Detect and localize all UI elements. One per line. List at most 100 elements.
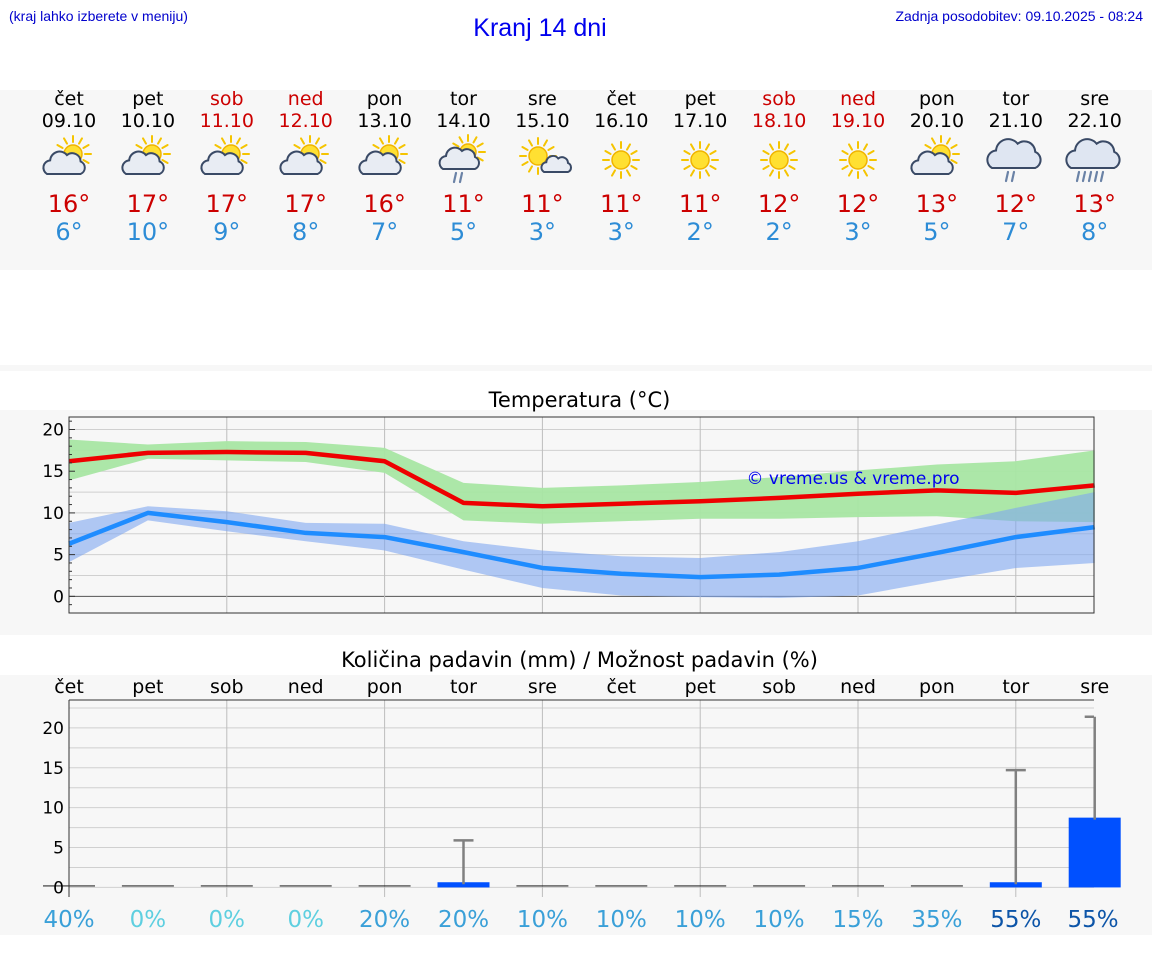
max-temp-band xyxy=(69,439,1095,524)
temp-max: 11° xyxy=(442,190,485,218)
sun-icon xyxy=(760,141,799,179)
sun-cloud-icon xyxy=(910,135,960,175)
cloud-rain-icon xyxy=(986,138,1042,183)
day-column: ned 19.10 12° 3° xyxy=(819,88,897,246)
plot-frame xyxy=(68,416,1095,614)
day-name: pet xyxy=(684,88,716,110)
sun-cloud-rain-icon xyxy=(438,134,486,184)
precip-probability: 55% xyxy=(990,907,1041,933)
temp-min: 5° xyxy=(449,218,478,246)
day-column: sob 18.10 12° 2° xyxy=(740,88,818,246)
precip-probability: 35% xyxy=(911,907,962,933)
day-date: 12.10 xyxy=(278,110,333,132)
precip-bar xyxy=(595,885,648,887)
temp-max: 12° xyxy=(836,190,880,218)
day-date: 10.10 xyxy=(120,110,176,132)
temp-max: 11° xyxy=(521,190,564,218)
temp-min: 10° xyxy=(126,218,170,246)
day-date: 19.10 xyxy=(830,110,886,132)
sun-cloud-icon xyxy=(42,135,92,175)
day-name: ned xyxy=(840,88,876,110)
precipitation-title: Količina padavin (mm) / Možnost padavin … xyxy=(341,648,818,672)
temp-max: 12° xyxy=(994,190,1038,218)
precip-bar xyxy=(832,885,884,887)
temp-max: 11° xyxy=(678,190,722,218)
precip-bar xyxy=(516,885,569,887)
temp-min: 8° xyxy=(1081,218,1109,246)
day-column: čet 16.10 11° 3° xyxy=(582,88,660,246)
day-date: 20.10 xyxy=(909,110,965,132)
day-date: 17.10 xyxy=(672,110,728,132)
precip-probability: 10% xyxy=(754,907,805,933)
y-tick-label: 15 xyxy=(42,462,64,482)
precip-probability: 20% xyxy=(438,907,489,933)
watermark: © vreme.us & vreme.pro xyxy=(746,469,959,489)
precip-probability: 0% xyxy=(209,907,246,933)
day-column: pet 10.10 17° 10° xyxy=(109,88,187,246)
day-date: 21.10 xyxy=(988,110,1043,132)
precip-probability: 0% xyxy=(130,907,167,933)
day-name: tor xyxy=(1002,88,1030,110)
temp-max: 16° xyxy=(363,190,406,218)
y-tick-label: 15 xyxy=(42,759,64,779)
day-name: ned xyxy=(287,88,324,110)
day-column: tor 14.10 11° 5° xyxy=(425,88,503,246)
temp-max: 11° xyxy=(600,190,643,218)
day-column: ned 12.10 17° 8° xyxy=(267,88,345,246)
day-column: čet 09.10 16° 6° xyxy=(30,88,108,246)
day-name: pon xyxy=(919,88,955,110)
precip-day-label: sre xyxy=(1080,676,1109,698)
day-column: sre 15.10 11° 3° xyxy=(503,88,581,246)
temp-min: 5° xyxy=(923,218,951,246)
precipitation-chart: čet pet sob ned pon tor sre čet pet sob ned pon tor s… xyxy=(42,676,1121,933)
precip-day-label: čet xyxy=(54,676,84,698)
precip-day-label: sre xyxy=(528,676,557,698)
temperature-chart: 0 5 10 15 20 © vreme.us & vreme.pro xyxy=(42,416,1095,614)
precip-day-label: čet xyxy=(607,676,637,698)
precip-probability: 10% xyxy=(675,907,726,933)
temp-min: 3° xyxy=(607,218,635,246)
temp-min: 7° xyxy=(1002,218,1030,246)
day-name: sre xyxy=(527,88,557,110)
precip-bar xyxy=(121,885,174,887)
temp-max: 17° xyxy=(126,190,170,218)
sun-cloud-icon xyxy=(279,135,329,175)
cloud-heavy-rain-icon xyxy=(1065,138,1121,183)
day-column: tor 21.10 12° 7° xyxy=(977,88,1055,246)
day-name: čet xyxy=(54,88,84,110)
temp-min: 6° xyxy=(55,218,83,246)
precip-day-label: pet xyxy=(132,676,163,698)
temp-min: 8° xyxy=(292,218,320,246)
temp-max: 13° xyxy=(915,190,959,218)
day-name: pon xyxy=(366,88,403,110)
min-temp-line xyxy=(68,510,1095,580)
sun-cloud-icon xyxy=(200,135,250,175)
precip-bar xyxy=(358,885,411,887)
precip-day-label: tor xyxy=(450,676,477,698)
day-date: 09.10 xyxy=(41,110,97,132)
temp-max: 17° xyxy=(284,190,327,218)
day-date: 18.10 xyxy=(751,110,807,132)
sun-cloud-icon xyxy=(121,135,171,175)
location-hint[interactable]: (kraj lahko izberete v meniju) xyxy=(9,8,188,24)
precip-day-label: ned xyxy=(288,676,324,698)
day-date: 13.10 xyxy=(357,110,412,132)
day-column: pet 17.10 11° 2° xyxy=(661,88,739,246)
separator-band xyxy=(0,365,1152,371)
page-title: Kranj 14 dni xyxy=(473,14,607,42)
y-tick-label: 20 xyxy=(42,719,64,739)
y-tick-label: 5 xyxy=(53,839,64,859)
temp-min: 7° xyxy=(370,218,399,246)
precip-probability: 55% xyxy=(1067,907,1118,933)
day-column: sre 22.10 13° 8° xyxy=(1056,88,1134,246)
temp-min: 3° xyxy=(844,218,872,246)
day-name: sob xyxy=(762,88,796,110)
precip-day-label: pon xyxy=(919,676,955,698)
day-date: 14.10 xyxy=(436,110,491,132)
day-name: sob xyxy=(210,88,244,110)
y-tick-label: 5 xyxy=(53,546,64,566)
day-name: pet xyxy=(132,88,164,110)
precip-bar xyxy=(279,885,332,887)
plot-area xyxy=(69,700,1094,897)
sun-icon xyxy=(839,141,877,179)
